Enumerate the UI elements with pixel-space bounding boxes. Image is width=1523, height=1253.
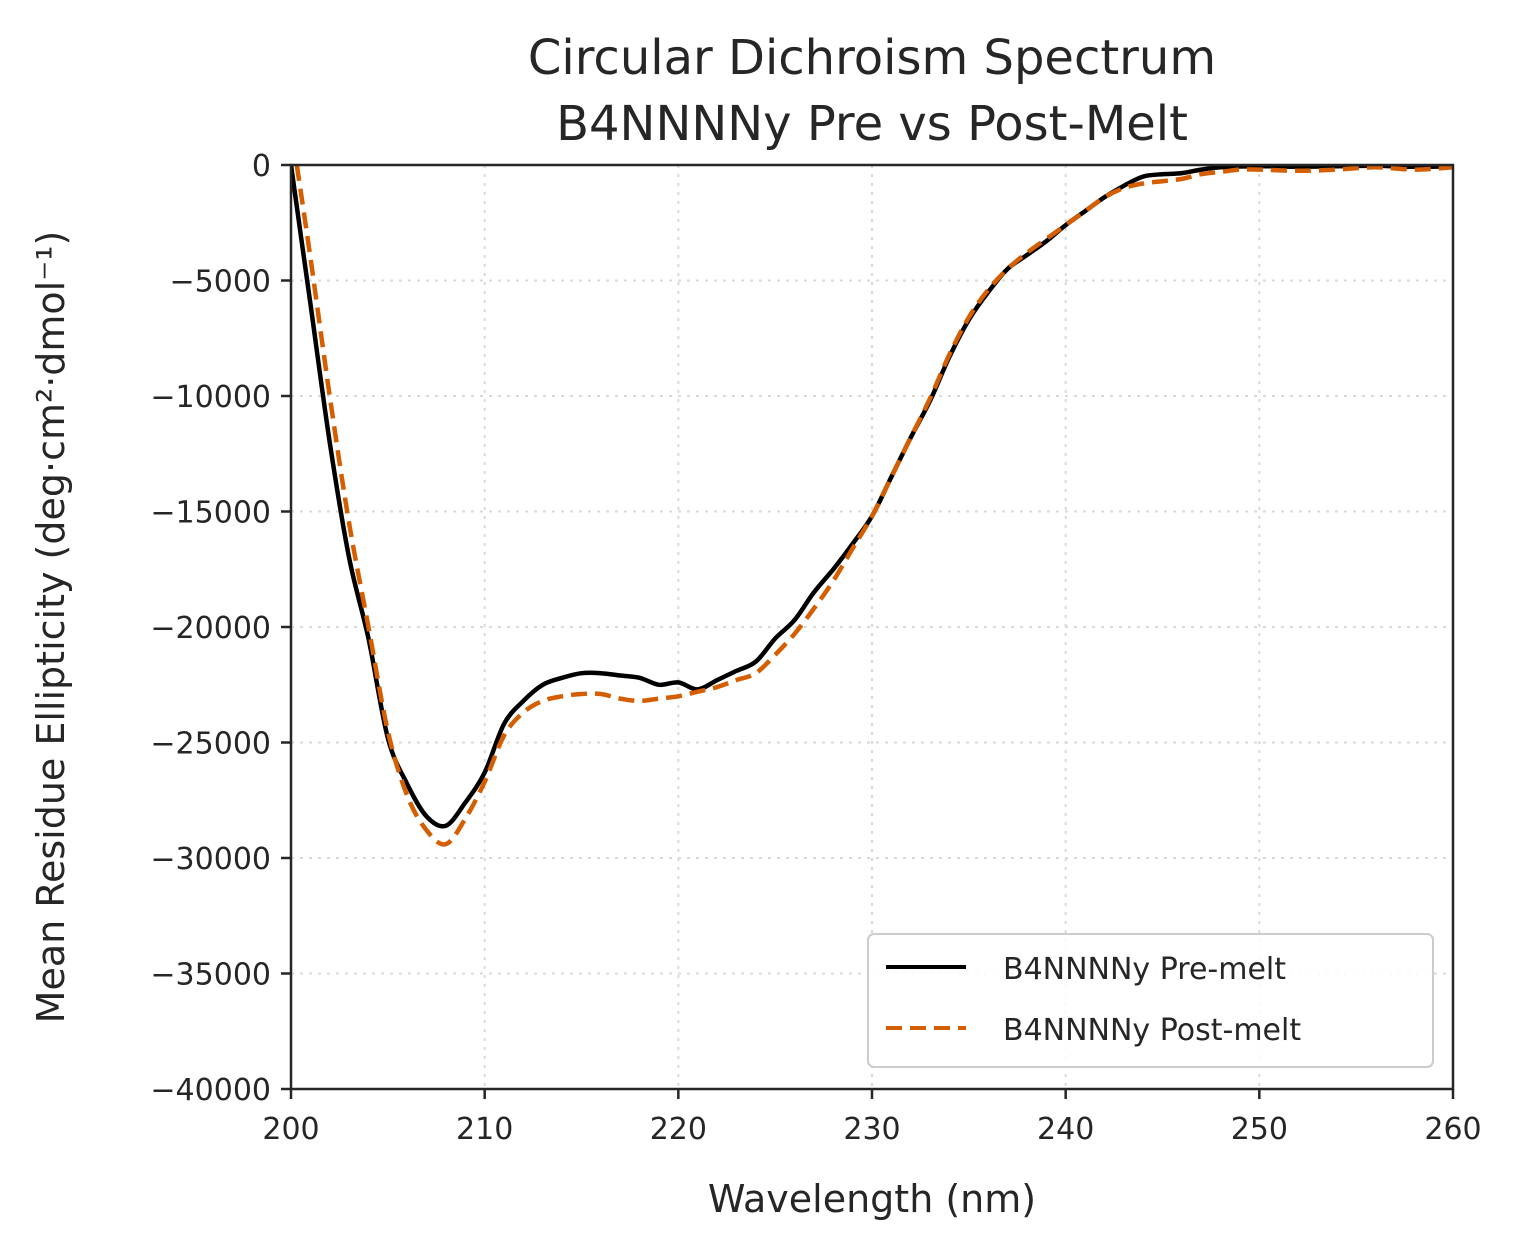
x-tick-label: 260	[1424, 1112, 1481, 1147]
x-tick-label: 200	[262, 1112, 319, 1147]
x-axis-label: Wavelength (nm)	[708, 1177, 1036, 1221]
legend-label-pre-melt: B4NNNNy Pre-melt	[1003, 952, 1286, 987]
legend: B4NNNNy Pre-melt B4NNNNy Post-melt	[867, 933, 1434, 1068]
x-tick-label: 220	[650, 1112, 707, 1147]
y-tick-label: −5000	[170, 265, 271, 300]
series-line-pre-melt	[291, 165, 1453, 829]
x-tick-label: 230	[843, 1112, 900, 1147]
y-tick-label: −35000	[150, 958, 271, 993]
legend-label-post-melt: B4NNNNy Post-melt	[1003, 1013, 1301, 1048]
x-tick-label: 250	[1231, 1112, 1288, 1147]
series-layer	[291, 165, 1453, 847]
series-line-post-melt	[294, 165, 1453, 847]
y-tick-label: −40000	[150, 1073, 271, 1108]
x-tick-label: 210	[456, 1112, 513, 1147]
axis-ticks: 200 210 220 230 240 250 260 0 −5000 −10000 −15000 −…	[150, 149, 1481, 1147]
y-axis-label: Mean Residue Ellipticity (deg·cm²·dmol⁻¹…	[29, 231, 73, 1024]
chart-title-line-1: Circular Dichroism Spectrum	[528, 30, 1216, 86]
y-tick-label: −20000	[150, 611, 271, 646]
y-tick-label: −30000	[150, 842, 271, 877]
x-tick-label: 240	[1037, 1112, 1094, 1147]
y-tick-label: −10000	[150, 380, 271, 415]
chart-title-line-2: B4NNNNy Pre vs Post-Melt	[556, 96, 1188, 152]
y-tick-label: −25000	[150, 727, 271, 762]
legend-box	[867, 933, 1434, 1068]
y-tick-label: 0	[252, 149, 271, 184]
y-tick-label: −15000	[150, 496, 271, 531]
